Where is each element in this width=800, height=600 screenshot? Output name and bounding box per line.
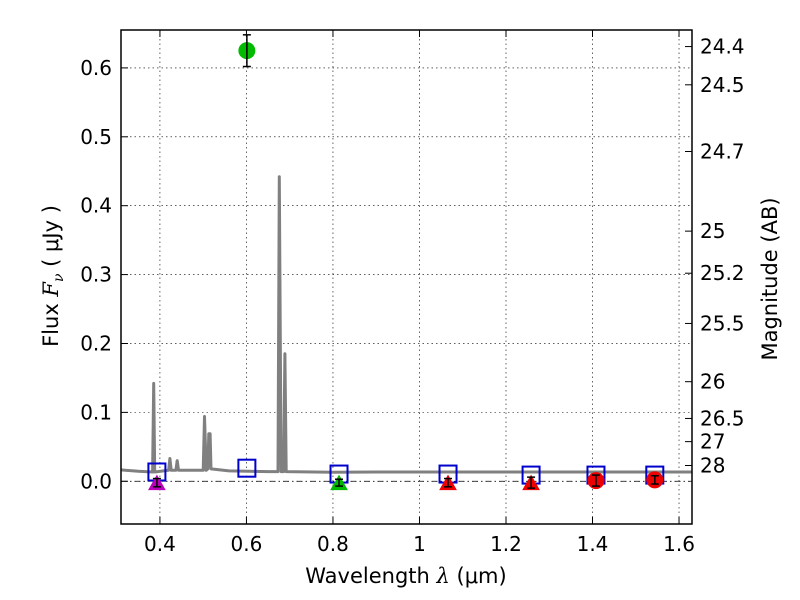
magnitude-tick-label: 24.5	[700, 73, 745, 97]
tick-labels: 0.4 0.6 0.8 1 1.2 1.4 1.6 0.0 0.1 0.2 0.3 0.4 0.5 0.6…	[80, 35, 744, 556]
magnitude-tick-label: 25.2	[700, 261, 745, 285]
x-tick-label: 0.4	[144, 532, 176, 556]
y-tick-label: 0.3	[80, 263, 112, 287]
y-tick-label: 0.0	[80, 469, 112, 493]
y-tick-label: 0.1	[80, 400, 112, 424]
y-axis-label: Flux Fν ( μJy )	[39, 205, 67, 347]
y-tick-label: 0.6	[80, 56, 112, 80]
y2-axis-label: Magnitude (AB)	[758, 197, 782, 360]
x-tick-label: 1.2	[490, 532, 522, 556]
sed-model-layer	[120, 175, 692, 474]
sed-model-line	[120, 175, 692, 474]
markers-layer	[147, 34, 665, 491]
x-tick-label: 1.4	[577, 532, 609, 556]
plot-frame	[120, 29, 693, 525]
magnitude-tick-label: 24.4	[700, 35, 745, 59]
magnitude-tick-label: 28	[700, 453, 725, 477]
x-tick-label: 1	[413, 532, 426, 556]
magnitude-tick-label: 26	[700, 370, 725, 394]
x-tick-label: 1.6	[663, 532, 695, 556]
x-tick-label: 0.6	[231, 532, 263, 556]
ticks	[121, 30, 692, 524]
magnitude-tick-label: 27	[700, 430, 725, 454]
magnitude-tick-label: 25	[700, 219, 725, 243]
x-tick-label: 0.8	[317, 532, 349, 556]
model-flux-square	[237, 458, 257, 478]
x-axis-label: Wavelength λ (μm)	[305, 564, 506, 588]
y-tick-label: 0.2	[80, 331, 112, 355]
magnitude-tick-label: 26.5	[700, 406, 745, 430]
y-tick-label: 0.5	[80, 125, 112, 149]
y-tick-label: 0.4	[80, 194, 112, 218]
magnitude-tick-label: 25.5	[700, 311, 745, 335]
magnitude-tick-label: 24.7	[700, 140, 745, 164]
